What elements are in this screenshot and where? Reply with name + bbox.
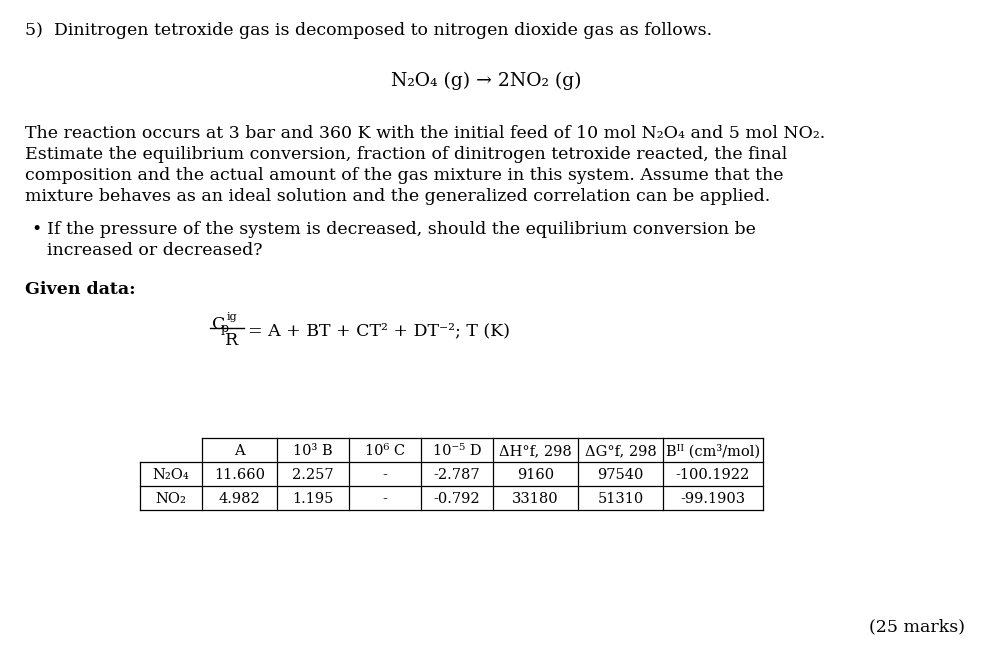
Text: Given data:: Given data: xyxy=(25,281,136,298)
Text: 97540: 97540 xyxy=(598,468,643,482)
Text: 51310: 51310 xyxy=(598,492,643,506)
Text: 5)  Dinitrogen tetroxide gas is decomposed to nitrogen dioxide gas as follows.: 5) Dinitrogen tetroxide gas is decompose… xyxy=(25,22,712,39)
Text: -100.1922: -100.1922 xyxy=(676,468,750,482)
Text: ig: ig xyxy=(227,312,237,322)
Text: Estimate the equilibrium conversion, fraction of dinitrogen tetroxide reacted, t: Estimate the equilibrium conversion, fra… xyxy=(25,146,787,163)
Text: A: A xyxy=(234,444,245,458)
Text: 9160: 9160 xyxy=(517,468,554,482)
Text: 10³ B: 10³ B xyxy=(293,444,333,458)
Text: The reaction occurs at 3 bar and 360 K with the initial feed of 10 mol N₂O₄ and : The reaction occurs at 3 bar and 360 K w… xyxy=(25,125,825,142)
Text: N₂O₄: N₂O₄ xyxy=(153,468,190,482)
Text: 33180: 33180 xyxy=(512,492,559,506)
Text: -: - xyxy=(382,468,387,482)
Text: p: p xyxy=(221,322,229,335)
Text: C: C xyxy=(212,316,225,333)
Text: 1.195: 1.195 xyxy=(292,492,334,506)
Text: N₂O₄ (g) → 2NO₂ (g): N₂O₄ (g) → 2NO₂ (g) xyxy=(391,72,581,90)
Text: •: • xyxy=(31,221,42,238)
Text: = A + BT + CT² + DT⁻²; T (K): = A + BT + CT² + DT⁻²; T (K) xyxy=(248,322,510,339)
Text: -: - xyxy=(382,492,387,506)
Text: ΔG°f, 298: ΔG°f, 298 xyxy=(585,444,656,458)
Text: 4.982: 4.982 xyxy=(218,492,260,506)
Text: composition and the actual amount of the gas mixture in this system. Assume that: composition and the actual amount of the… xyxy=(25,167,783,184)
Text: mixture behaves as an ideal solution and the generalized correlation can be appl: mixture behaves as an ideal solution and… xyxy=(25,188,771,205)
Text: increased or decreased?: increased or decreased? xyxy=(47,242,262,259)
Text: NO₂: NO₂ xyxy=(156,492,187,506)
Text: ΔH°f, 298: ΔH°f, 298 xyxy=(499,444,572,458)
Text: R: R xyxy=(225,332,238,349)
Text: 10⁻⁵ D: 10⁻⁵ D xyxy=(433,444,482,458)
Text: -0.792: -0.792 xyxy=(434,492,481,506)
Text: 2.257: 2.257 xyxy=(292,468,334,482)
Text: -99.1903: -99.1903 xyxy=(680,492,746,506)
Text: If the pressure of the system is decreased, should the equilibrium conversion be: If the pressure of the system is decreas… xyxy=(47,221,756,238)
Text: 11.660: 11.660 xyxy=(214,468,265,482)
Text: 10⁶ C: 10⁶ C xyxy=(365,444,405,458)
Text: -2.787: -2.787 xyxy=(434,468,481,482)
Text: (25 marks): (25 marks) xyxy=(869,618,965,635)
Text: Bᴵᴵ (cm³/mol): Bᴵᴵ (cm³/mol) xyxy=(666,444,760,458)
